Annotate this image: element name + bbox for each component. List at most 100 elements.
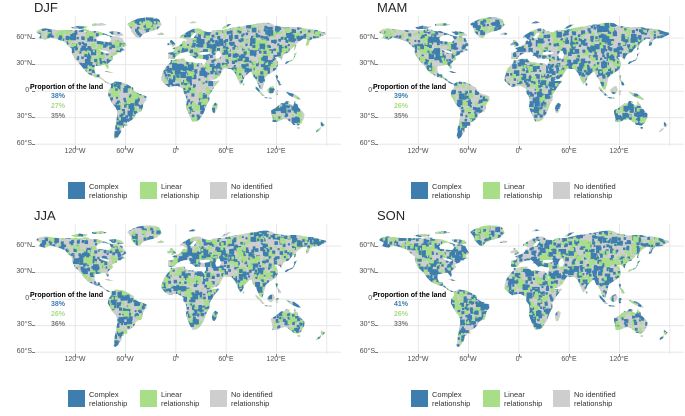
legend-label: Complex relationship — [89, 182, 127, 200]
legend-label-line2: relationship — [231, 398, 270, 408]
complex-swatch — [68, 182, 85, 199]
panel-title: DJF — [34, 0, 58, 15]
none-swatch — [210, 390, 227, 407]
panel-title: MAM — [377, 0, 408, 15]
world-map — [378, 16, 684, 146]
legend-label: Complex relationship — [432, 182, 470, 200]
linear-swatch — [483, 390, 500, 407]
lon-label-60w: 60°W — [459, 356, 477, 363]
lat-label-60n: 60°N — [16, 242, 32, 249]
proportion-none: 36% — [50, 321, 65, 328]
lat-label-30s: 30°S — [16, 321, 32, 328]
legend-label: Complex relationship — [432, 390, 470, 408]
legend-label-line1: Linear — [161, 182, 182, 191]
none-swatch — [553, 182, 570, 199]
lon-label-120e: 120°E — [609, 148, 629, 155]
lon-label-60w: 60°W — [116, 356, 134, 363]
x-axis-tick — [619, 146, 620, 149]
linear-swatch — [483, 182, 500, 199]
legend-item-linear: Linear relationship — [140, 390, 199, 408]
legend-label-line2: relationship — [89, 190, 128, 200]
panel-djf: DJF 60°N 30°N 0° 30°S 60°S 120°W 60°W 0°… — [0, 0, 342, 208]
legend-label-line1: No identified — [574, 182, 616, 191]
legend-label-line1: Linear — [504, 390, 525, 399]
lon-label-120w: 120°W — [64, 356, 86, 363]
proportion-annotation: Proportion of the land 38% 27% 35% — [30, 84, 103, 121]
proportion-complex: 41% — [393, 301, 408, 308]
y-axis-tick — [32, 64, 35, 65]
lon-label-60e: 60°E — [561, 148, 577, 155]
y-axis-tick — [375, 117, 378, 118]
legend-label-line2: relationship — [504, 398, 543, 408]
y-axis-tick — [32, 325, 35, 326]
legend-item-linear: Linear relationship — [140, 182, 199, 200]
lon-label-0: 0° — [515, 148, 523, 155]
legend-item-complex: Complex relationship — [411, 182, 470, 200]
legend-label-line2: relationship — [574, 190, 613, 200]
lon-label-120e: 120°E — [266, 148, 286, 155]
legend-label-line1: Complex — [432, 182, 462, 191]
legend-label: Linear relationship — [504, 182, 542, 200]
legend-label-line2: relationship — [432, 190, 471, 200]
linear-swatch — [140, 390, 157, 407]
y-axis-tick — [375, 352, 378, 353]
lat-label-0: 0° — [368, 87, 375, 94]
lon-label-0: 0° — [172, 148, 180, 155]
legend-label: Linear relationship — [161, 390, 199, 408]
legend-label-line1: No identified — [231, 390, 273, 399]
lon-label-60e: 60°E — [218, 356, 234, 363]
x-axis-tick — [418, 354, 419, 357]
legend-label-line2: relationship — [161, 398, 200, 408]
x-axis-tick — [519, 146, 520, 149]
lat-label-30n: 30°N — [359, 60, 375, 67]
y-axis-tick — [375, 246, 378, 247]
legend-label-line2: relationship — [161, 190, 200, 200]
x-axis-tick — [418, 146, 419, 149]
x-axis-tick — [569, 146, 570, 149]
x-axis-tick — [176, 146, 177, 149]
legend-item-none: No identified relationship — [553, 390, 616, 408]
legend-label: Linear relationship — [504, 390, 542, 408]
lat-label-30s: 30°S — [359, 321, 375, 328]
x-axis-tick — [276, 146, 277, 149]
legend-item-complex: Complex relationship — [411, 390, 470, 408]
lon-label-60e: 60°E — [561, 356, 577, 363]
panel-mam: MAM 60°N 30°N 0° 30°S 60°S 120°W 60°W 0°… — [343, 0, 685, 208]
lat-label-60s: 60°S — [16, 348, 32, 355]
lon-label-60w: 60°W — [116, 148, 134, 155]
y-axis-tick — [32, 246, 35, 247]
lat-label-60n: 60°N — [16, 34, 32, 41]
legend-item-linear: Linear relationship — [483, 182, 542, 200]
x-axis-tick — [276, 354, 277, 357]
panel-title: SON — [377, 208, 406, 223]
legend-label: No identified relationship — [574, 390, 616, 408]
lon-label-60w: 60°W — [459, 148, 477, 155]
lon-label-120e: 120°E — [609, 356, 629, 363]
y-axis-tick — [375, 325, 378, 326]
annotation-title: Proportion of the land — [30, 292, 104, 299]
y-axis-tick — [32, 117, 35, 118]
lat-label-30s: 30°S — [359, 113, 375, 120]
world-map — [35, 224, 341, 354]
proportion-annotation: Proportion of the land 38% 26% 36% — [30, 292, 103, 329]
annotation-title: Proportion of the land — [373, 292, 447, 299]
proportion-none: 35% — [393, 113, 408, 120]
proportion-complex: 38% — [50, 93, 65, 100]
proportion-none: 33% — [393, 321, 408, 328]
legend-label-line2: relationship — [574, 398, 613, 408]
y-axis-tick — [32, 299, 35, 300]
legend-label: Complex relationship — [89, 390, 127, 408]
annotation-title: Proportion of the land — [373, 84, 447, 91]
lat-label-60s: 60°S — [359, 140, 375, 147]
lon-label-120w: 120°W — [407, 356, 429, 363]
x-axis-tick — [226, 354, 227, 357]
panel-jja: JJA 60°N 30°N 0° 30°S 60°S 120°W 60°W 0°… — [0, 208, 342, 416]
legend-label: No identified relationship — [231, 390, 273, 408]
legend-item-linear: Linear relationship — [483, 390, 542, 408]
legend-label-line2: relationship — [432, 398, 471, 408]
x-axis-tick — [75, 146, 76, 149]
proportion-annotation: Proportion of the land 39% 26% 35% — [373, 84, 446, 121]
complex-swatch — [68, 390, 85, 407]
x-axis-tick — [569, 354, 570, 357]
legend-label-line2: relationship — [504, 190, 543, 200]
